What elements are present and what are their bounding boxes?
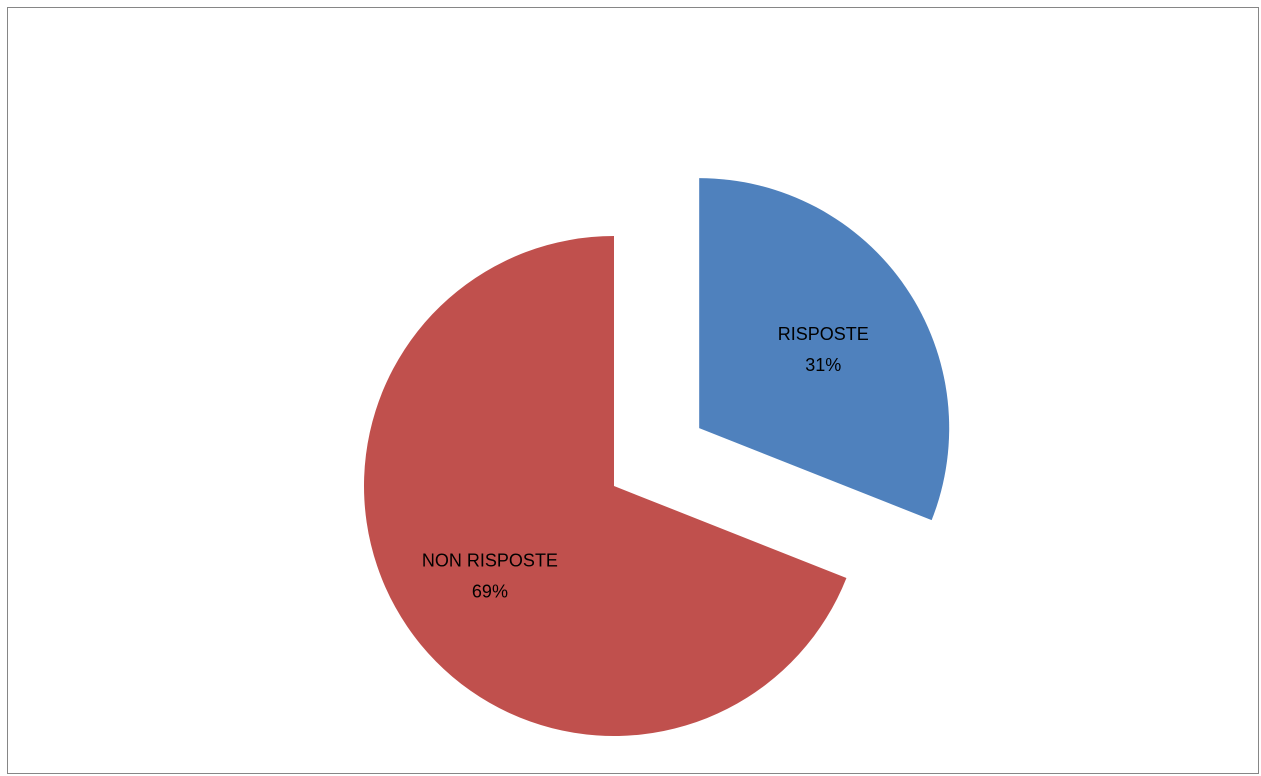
pie-data-labels: RISPOSTE 31% NON RISPOSTE 69% [422, 324, 869, 602]
data-label-percent: 69% [472, 581, 508, 601]
pie-slice-non-risposte [364, 236, 847, 736]
data-label-risposte: RISPOSTE 31% [778, 324, 869, 375]
pie-slice-risposte [699, 178, 950, 521]
data-label-category: RISPOSTE [778, 324, 869, 344]
data-label-non-risposte: NON RISPOSTE 69% [422, 550, 558, 601]
pie-slices [364, 178, 950, 736]
data-label-percent: 31% [805, 355, 841, 375]
data-label-category: NON RISPOSTE [422, 550, 558, 570]
